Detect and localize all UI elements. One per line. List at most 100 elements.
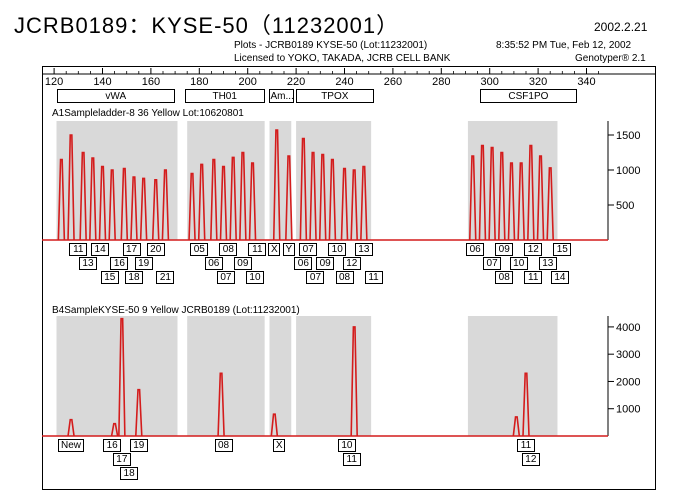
allele-box-0-2-2: 21 [156,271,175,284]
allele-box-0-0-13: 09 [495,243,514,256]
peak-1-8 [522,372,530,437]
x-tick-label-220: 220 [287,76,305,88]
peak-0-27 [468,155,477,241]
allele-box-0-1-10: 13 [538,257,557,270]
peak-0-18 [272,129,281,241]
x-tick-label-340: 340 [577,76,595,88]
locus-box-0: vWA [56,89,176,103]
locus-box-4: CSF1PO [480,89,577,103]
peak-1-6 [350,326,358,437]
peak-0-7 [130,176,138,241]
allele-box-0-2-10: 14 [550,271,569,284]
y-tick-label-0-1500: 1500 [616,130,640,142]
peak-0-19 [285,155,293,241]
locus-box-2: Am... [269,89,294,103]
allele-box-0-0-8: Y [282,243,295,256]
peak-0-28 [478,144,487,241]
peak-0-14 [219,165,228,241]
license-caption: Licensed to YOKO, TAKADA, JCRB CELL BANK [234,53,451,64]
bin-shade-1-4 [467,316,558,436]
peak-0-8 [139,177,148,241]
allele-box-0-0-5: 08 [219,243,238,256]
plot-frame [42,66,656,490]
allele-box-1-0-2: 19 [129,439,148,452]
y-tick-label-1-3000: 3000 [616,349,640,361]
allele-box-1-0-6: 11 [517,439,535,452]
date-stamp: 2002.2.21 [594,20,648,34]
bin-shade-1-0 [56,316,178,436]
y-tick-label-1-1000: 1000 [616,404,640,416]
plots-caption: Plots - JCRB0189 KYSE-50 (Lot:11232001) [234,40,428,51]
panel-label-0: A1Sampleladder-8 36 Yellow Lot:10620801 [52,108,244,119]
allele-box-0-2-5: 07 [306,271,325,284]
peak-0-34 [536,155,545,241]
allele-box-0-0-3: 20 [146,243,165,256]
allele-box-1-0-5: 10 [337,439,356,452]
peak-0-10 [161,169,170,241]
allele-box-0-0-2: 17 [122,243,141,256]
peak-0-33 [527,144,535,241]
peak-1-3 [135,388,143,437]
peak-1-5 [270,413,279,437]
allele-box-0-0-1: 14 [91,243,110,256]
peak-1-4 [217,372,225,437]
allele-box-0-1-1: 16 [110,257,129,270]
x-tick-label-320: 320 [529,76,547,88]
peak-0-29 [488,146,496,241]
x-tick-label-160: 160 [142,76,160,88]
bin-shade-1-3 [296,316,372,436]
allele-box-0-2-7: 11 [364,271,383,284]
allele-box-0-1-9: 10 [509,257,528,270]
allele-box-0-0-6: 11 [248,243,267,256]
allele-box-0-1-3: 06 [204,257,223,270]
peak-0-22 [318,153,327,241]
allele-box-1-1-0: 17 [112,453,131,466]
x-tick-label-120: 120 [45,76,63,88]
allele-box-0-2-3: 07 [216,271,235,284]
peak-0-11 [188,172,196,241]
peak-0-9 [151,179,160,241]
x-tick-label-300: 300 [481,76,499,88]
allele-box-0-1-7: 12 [342,257,361,270]
x-tick-label-280: 280 [432,76,450,88]
peak-0-32 [517,162,525,241]
peak-0-6 [120,167,129,241]
y-tick-label-0-1000: 1000 [616,165,640,177]
y-tick-label-1-2000: 2000 [616,376,640,388]
peak-0-26 [360,165,368,241]
allele-box-0-0-9: 07 [299,243,318,256]
peak-0-2 [79,151,87,241]
allele-box-0-0-10: 10 [328,243,347,256]
peak-0-21 [309,151,317,241]
panel-label-1: B4SampleKYSE-50 9 Yellow JCRB0189 (Lot:1… [52,305,300,316]
allele-box-1-0-0: New [58,439,85,452]
software-version: Genotyper® 2.1 [575,53,646,64]
locus-box-3: TPOX [296,89,374,103]
timestamp: 8:35:52 PM Tue, Feb 12, 2002 [496,40,632,51]
allele-box-0-2-0: 15 [100,271,119,284]
allele-box-0-1-5: 06 [294,257,313,270]
y-tick-label-0-500: 500 [616,200,634,212]
x-tick-label-140: 140 [93,76,111,88]
x-tick-label-180: 180 [190,76,208,88]
allele-box-0-1-8: 07 [483,257,502,270]
allele-box-1-1-1: 11 [342,453,361,466]
peak-0-0 [57,158,66,241]
page-title: JCRB0189：KYSE-50（11232001） [14,13,400,38]
peak-0-24 [340,167,349,241]
peak-1-1 [110,422,119,437]
peak-0-13 [210,158,218,241]
x-tick-label-240: 240 [335,76,353,88]
peak-1-2 [118,317,126,437]
peak-0-16 [239,151,247,241]
allele-box-0-0-12: 06 [466,243,485,256]
allele-box-0-2-1: 18 [124,271,143,284]
peak-0-31 [507,162,516,241]
allele-box-0-1-0: 13 [78,257,97,270]
allele-box-0-0-0: 11 [69,243,88,256]
x-tick-label-260: 260 [384,76,402,88]
bin-shade-1-1 [187,316,265,436]
peak-0-4 [98,165,107,241]
allele-box-0-0-7: X [268,243,281,256]
